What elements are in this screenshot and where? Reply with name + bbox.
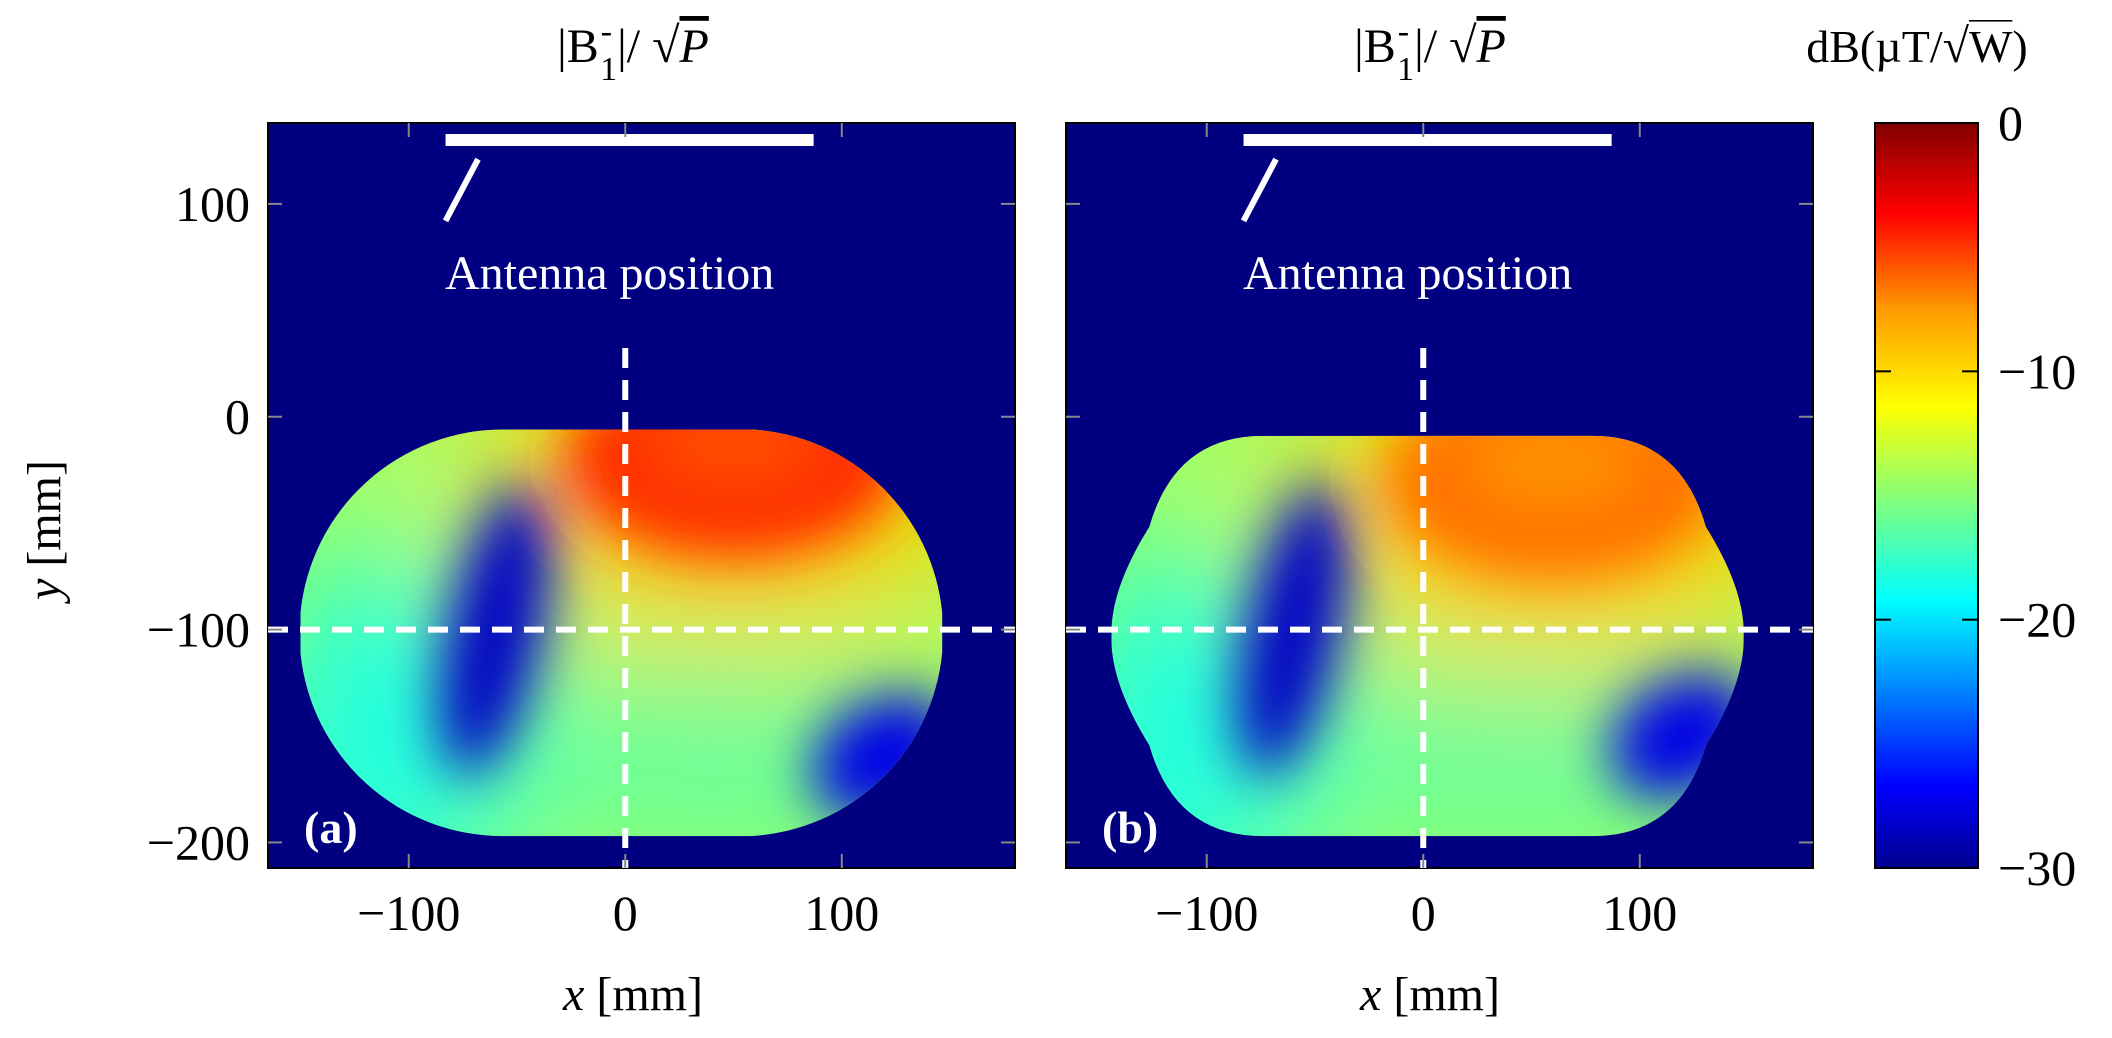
panel-b-plot-area: Antenna position (b) xyxy=(1065,122,1814,869)
panel-a-label: (a) xyxy=(304,802,358,853)
panel-b-xtick-label: −100 xyxy=(1155,885,1258,941)
panel-a-y-ticks: 100 0 −100 −200 xyxy=(147,176,250,871)
panel-b-title: |B-1|/ √P xyxy=(1354,13,1506,88)
panel-a-xtick-label: 0 xyxy=(613,885,638,941)
colorbar-ramp xyxy=(1874,122,1979,869)
panel-b-antenna-pointer xyxy=(1240,157,1279,223)
panel-a-annotation: Antenna position xyxy=(445,247,774,300)
panel-b-xtick-label: 0 xyxy=(1411,885,1436,941)
panel-a-ytick-label: −100 xyxy=(147,602,250,658)
panel-a-plot-area: Antenna position (a) xyxy=(267,122,1016,869)
panel-a-ytick-label: −200 xyxy=(147,814,250,870)
panel-b-frame xyxy=(1065,122,1814,869)
colorbar-label: dB(µT/√W) xyxy=(1806,20,2027,73)
panel-a-xtick-label: 100 xyxy=(804,885,879,941)
panel-b-annotation: Antenna position xyxy=(1243,247,1572,300)
colorbar-tick-label: −10 xyxy=(1998,343,2076,399)
panel-a-xlabel: x [mm] xyxy=(562,968,703,1021)
panel-a-title: |B-1|/ √P xyxy=(557,13,709,88)
colorbar-tick-label: −20 xyxy=(1998,592,2076,648)
panel-a-xtick-label: −100 xyxy=(357,885,460,941)
colorbar-ticks: 0 −10 −20 −30 xyxy=(1875,95,2076,896)
panel-a-ytick-label: 0 xyxy=(225,389,250,445)
panel-b-xlabel: x [mm] xyxy=(1359,968,1500,1021)
panel-a-antenna-pointer xyxy=(442,157,481,223)
panel-b-x-ticks: −100 0 100 xyxy=(1155,123,1677,941)
panel-a-x-ticks: −100 0 100 xyxy=(357,123,879,941)
panel-a: |B-1|/ √P Antenna position (a) −100 0 100 1… xyxy=(18,13,1016,1021)
panel-b-xtick-label: 100 xyxy=(1602,885,1677,941)
colorbar-tick-label: −30 xyxy=(1998,840,2076,896)
panel-a-ytick-label: 100 xyxy=(175,176,250,232)
panel-a-frame xyxy=(267,122,1016,869)
panel-b-label: (b) xyxy=(1102,802,1158,853)
colorbar: dB(µT/√W) 0 −10 −20 −30 xyxy=(1806,20,2076,896)
panel-a-ylabel: y [mm] xyxy=(18,460,71,605)
colorbar-tick-label: 0 xyxy=(1998,95,2023,151)
panel-b: |B-1|/ √P Antenna position (b) −100 0 100 x… xyxy=(1065,13,1814,1021)
